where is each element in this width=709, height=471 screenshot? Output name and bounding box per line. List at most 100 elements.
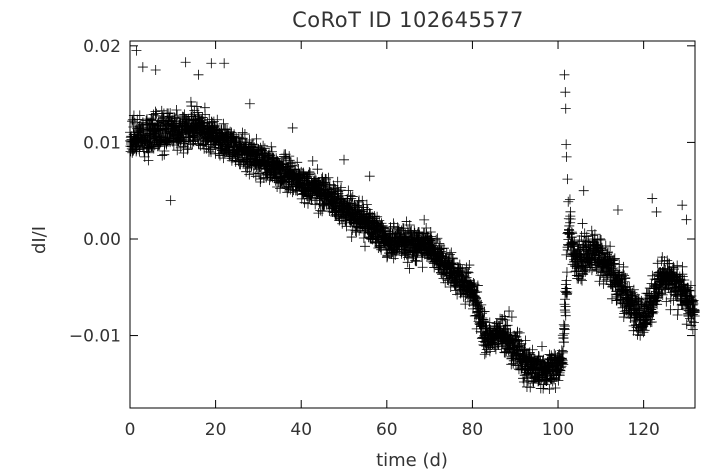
data-point bbox=[479, 306, 490, 317]
data-point bbox=[157, 150, 168, 161]
data-point bbox=[343, 185, 354, 196]
data-point bbox=[614, 259, 625, 270]
data-point bbox=[251, 133, 262, 144]
data-point bbox=[581, 231, 592, 242]
data-point bbox=[127, 116, 138, 127]
data-point bbox=[425, 227, 436, 238]
data-points bbox=[125, 45, 700, 395]
data-point bbox=[158, 117, 169, 128]
data-point bbox=[258, 140, 269, 151]
data-point bbox=[137, 62, 148, 73]
data-point bbox=[578, 185, 589, 196]
data-point bbox=[264, 175, 275, 186]
data-point bbox=[490, 344, 501, 355]
data-point bbox=[411, 256, 422, 267]
data-point bbox=[165, 195, 176, 206]
data-point bbox=[633, 294, 644, 305]
data-point bbox=[313, 208, 324, 219]
data-point bbox=[156, 105, 167, 116]
data-point bbox=[647, 308, 658, 319]
data-point bbox=[236, 134, 247, 145]
data-point bbox=[193, 69, 204, 80]
data-point bbox=[646, 316, 657, 327]
data-point bbox=[403, 252, 414, 263]
data-point bbox=[244, 169, 255, 180]
data-point bbox=[432, 233, 443, 244]
data-point bbox=[602, 249, 613, 260]
data-point bbox=[504, 306, 515, 317]
data-point bbox=[661, 296, 672, 307]
data-point bbox=[212, 114, 223, 125]
data-point bbox=[305, 168, 316, 179]
data-point bbox=[596, 242, 607, 253]
data-point bbox=[150, 110, 161, 121]
x-tick-label: 0 bbox=[125, 420, 136, 440]
x-tick-label: 60 bbox=[376, 420, 398, 440]
data-point bbox=[150, 64, 161, 75]
data-point bbox=[284, 151, 295, 162]
data-point bbox=[398, 223, 409, 234]
data-point bbox=[464, 260, 475, 271]
data-point bbox=[501, 320, 512, 331]
data-point bbox=[304, 166, 315, 177]
data-point bbox=[206, 58, 217, 69]
data-point bbox=[537, 341, 548, 352]
data-point bbox=[562, 174, 573, 185]
data-point bbox=[255, 142, 266, 153]
data-point bbox=[502, 320, 513, 331]
data-point bbox=[436, 243, 447, 254]
data-point bbox=[171, 105, 182, 116]
data-point bbox=[506, 312, 517, 323]
x-axis-label: time (d) bbox=[376, 450, 448, 471]
data-point bbox=[455, 265, 466, 276]
data-point bbox=[259, 143, 270, 154]
y-tick-label: 0.00 bbox=[83, 230, 121, 250]
data-point bbox=[361, 199, 372, 210]
data-point bbox=[266, 146, 277, 157]
data-point bbox=[561, 139, 572, 150]
data-point bbox=[681, 214, 692, 225]
data-point bbox=[393, 224, 404, 235]
data-point bbox=[544, 384, 555, 395]
data-point bbox=[557, 330, 568, 341]
data-point bbox=[330, 184, 341, 195]
x-tick-label: 100 bbox=[542, 420, 574, 440]
data-point bbox=[244, 98, 255, 109]
data-point bbox=[561, 151, 572, 162]
data-point bbox=[417, 262, 428, 273]
data-point bbox=[191, 101, 202, 112]
plot-frame bbox=[129, 40, 696, 409]
data-point bbox=[173, 133, 184, 144]
x-tick-label: 40 bbox=[290, 420, 312, 440]
data-point bbox=[577, 275, 588, 286]
data-point bbox=[605, 241, 616, 252]
data-point bbox=[558, 359, 569, 370]
data-point bbox=[219, 58, 230, 69]
data-point bbox=[254, 168, 265, 179]
data-point bbox=[377, 220, 388, 231]
x-tick-label: 80 bbox=[462, 420, 484, 440]
data-point bbox=[143, 155, 154, 166]
data-point bbox=[595, 233, 606, 244]
data-point bbox=[296, 193, 307, 204]
data-point bbox=[497, 314, 508, 325]
data-point bbox=[519, 370, 530, 381]
data-point bbox=[575, 274, 586, 285]
data-point bbox=[205, 144, 216, 155]
data-point bbox=[200, 109, 211, 120]
data-point bbox=[169, 112, 180, 123]
data-point bbox=[468, 278, 479, 289]
x-tick-label: 20 bbox=[205, 420, 227, 440]
data-point bbox=[561, 267, 572, 278]
data-point bbox=[419, 214, 430, 225]
data-point bbox=[347, 191, 358, 202]
data-point bbox=[594, 276, 605, 287]
data-point bbox=[131, 45, 142, 56]
data-point bbox=[567, 228, 578, 239]
data-point bbox=[180, 57, 191, 68]
data-point bbox=[266, 141, 277, 152]
data-point bbox=[559, 69, 570, 80]
data-point bbox=[610, 265, 621, 276]
chart-title: CoRoT ID 102645577 bbox=[292, 8, 524, 32]
